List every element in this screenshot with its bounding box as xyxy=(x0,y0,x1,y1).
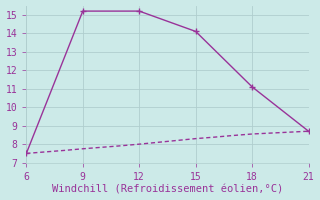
X-axis label: Windchill (Refroidissement éolien,°C): Windchill (Refroidissement éolien,°C) xyxy=(52,184,283,194)
